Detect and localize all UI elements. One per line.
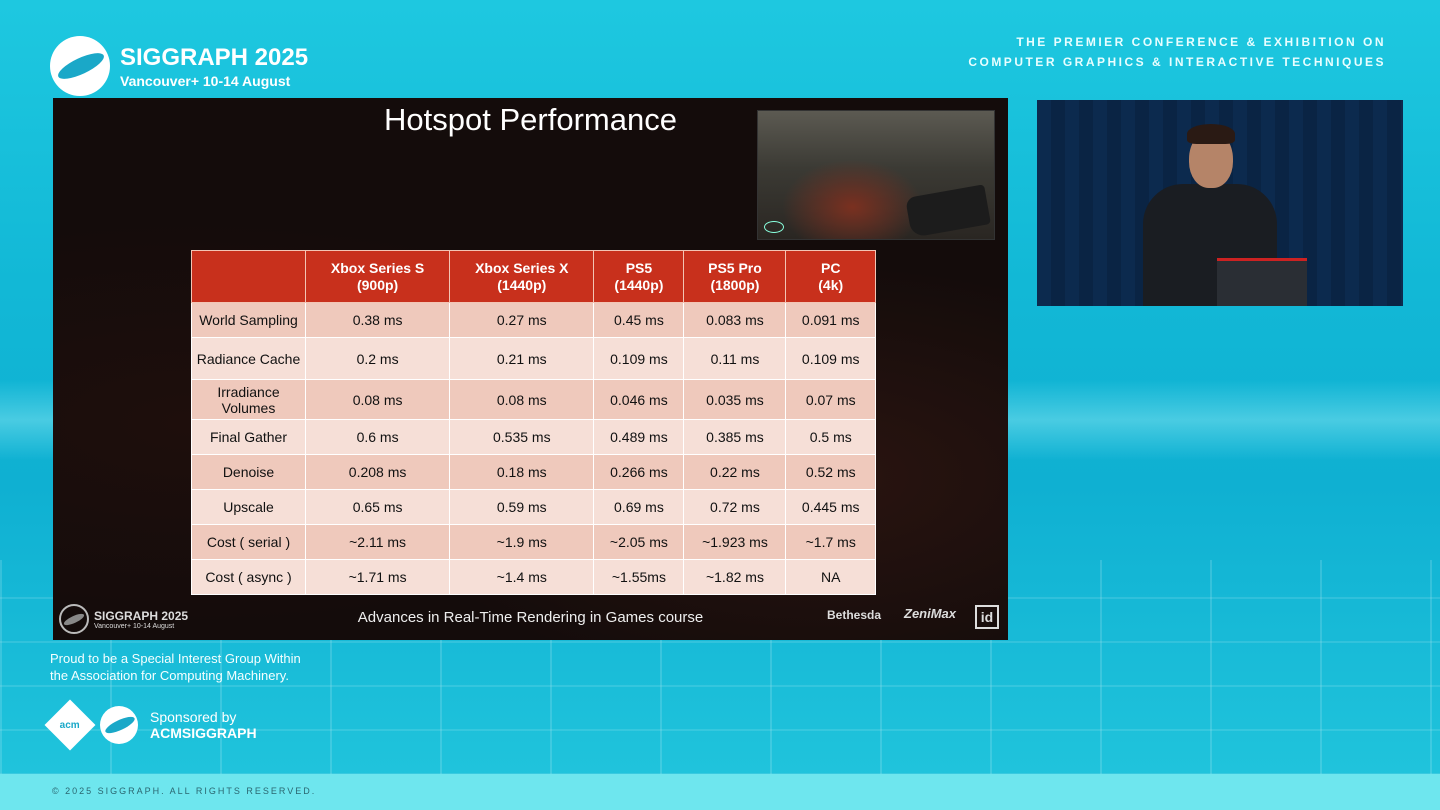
table-cell: 0.08 ms bbox=[449, 379, 595, 420]
table-row: World Sampling 0.38 ms 0.27 ms 0.45 ms 0.083… bbox=[191, 302, 876, 338]
conference-tagline: THE PREMIER CONFERENCE & EXHIBITION ON C… bbox=[968, 32, 1386, 72]
table-row: Radiance Cache 0.2 ms 0.21 ms 0.109 ms 0.11 … bbox=[191, 337, 876, 380]
row-label: Final Gather bbox=[191, 419, 306, 455]
table-cell: 0.72 ms bbox=[683, 489, 787, 525]
acm-statement: Proud to be a Special Interest Group Wit… bbox=[50, 650, 301, 684]
table-row: Upscale 0.65 ms 0.59 ms 0.69 ms 0.72 ms 0.445… bbox=[191, 489, 876, 525]
tagline-line2: COMPUTER GRAPHICS & INTERACTIVE TECHNIQU… bbox=[968, 55, 1386, 69]
table-row: Irradiance Volumes 0.08 ms 0.08 ms 0.046 ms… bbox=[191, 379, 876, 420]
table-cell: 0.489 ms bbox=[593, 419, 685, 455]
siggraph-icon bbox=[50, 36, 110, 96]
table-cell: 0.52 ms bbox=[785, 454, 876, 490]
sponsor-block: acm Sponsored by ACMSIGGRAPH bbox=[44, 699, 257, 751]
table-cell: 0.6 ms bbox=[304, 419, 451, 455]
table-cell: 0.5 ms bbox=[785, 419, 876, 455]
speaker-video bbox=[1037, 100, 1403, 306]
id-software-logo: id bbox=[975, 605, 999, 629]
table-cell: 0.38 ms bbox=[304, 302, 451, 338]
table-cell: ~1.7 ms bbox=[785, 524, 876, 560]
table-cell: 0.046 ms bbox=[593, 379, 685, 420]
siggraph-logo: SIGGRAPH 2025 Vancouver+ 10-14 August bbox=[50, 36, 308, 96]
table-cell: 0.208 ms bbox=[304, 454, 451, 490]
proud-line2: the Association for Computing Machinery. bbox=[50, 668, 289, 683]
table-cell: 0.22 ms bbox=[683, 454, 787, 490]
performance-table: Xbox Series S (900p) Xbox Series X (1440p)… bbox=[191, 250, 876, 595]
table-cell: ~2.05 ms bbox=[593, 524, 685, 560]
table-cell: 0.035 ms bbox=[683, 379, 787, 420]
speaker-hair bbox=[1187, 124, 1235, 144]
table-cell: 0.65 ms bbox=[304, 489, 451, 525]
table-cell: ~1.9 ms bbox=[449, 524, 595, 560]
table-cell: ~2.11 ms bbox=[304, 524, 451, 560]
footer-bar bbox=[0, 774, 1440, 810]
row-label: Cost ( async ) bbox=[191, 559, 306, 595]
table-cell: ~1.55ms bbox=[593, 559, 685, 595]
hud-icon bbox=[764, 221, 784, 233]
table-cell: 0.109 ms bbox=[593, 337, 685, 380]
row-label: Cost ( serial ) bbox=[191, 524, 306, 560]
table-cell: 0.11 ms bbox=[683, 337, 787, 380]
slide-footer-logo: SIGGRAPH 2025 Vancouver+ 10-14 August bbox=[59, 604, 188, 634]
column-header: Xbox Series X (1440p) bbox=[449, 250, 595, 303]
row-label: World Sampling bbox=[191, 302, 306, 338]
table-cell: ~1.71 ms bbox=[304, 559, 451, 595]
table-cell: 0.083 ms bbox=[683, 302, 787, 338]
course-name: Advances in Real-Time Rendering in Games… bbox=[357, 609, 704, 626]
bethesda-logo: Bethesda bbox=[827, 608, 882, 622]
row-label: Upscale bbox=[191, 489, 306, 525]
table-cell: ~1.4 ms bbox=[449, 559, 595, 595]
table-row: Cost ( serial ) ~2.11 ms ~1.9 ms ~2.05 ms ~1… bbox=[191, 524, 876, 560]
sponsor-name: ACMSIGGRAPH bbox=[150, 725, 257, 741]
slide-title: Hotspot Performance bbox=[384, 102, 677, 137]
table-cell: 0.385 ms bbox=[683, 419, 787, 455]
acm-icon: acm bbox=[44, 699, 96, 751]
table-cell: 0.45 ms bbox=[593, 302, 685, 338]
table-cell: 0.08 ms bbox=[304, 379, 451, 420]
column-header: PC (4k) bbox=[785, 250, 876, 303]
sponsored-by-label: Sponsored by bbox=[150, 709, 237, 725]
footer-logo-subtitle: Vancouver+ 10-14 August bbox=[94, 622, 175, 630]
column-header: PS5 (1440p) bbox=[593, 250, 685, 303]
copyright: © 2025 SIGGRAPH. ALL RIGHTS RESERVED. bbox=[52, 786, 317, 796]
table-cell: 0.266 ms bbox=[593, 454, 685, 490]
table-cell: NA bbox=[785, 559, 876, 595]
table-cell: 0.445 ms bbox=[785, 489, 876, 525]
siggraph-icon bbox=[59, 604, 89, 634]
table-cell: 0.07 ms bbox=[785, 379, 876, 420]
footer-logo-title: SIGGRAPH 2025 bbox=[94, 608, 189, 623]
table-cell: 0.091 ms bbox=[785, 302, 876, 338]
table-cell: 0.2 ms bbox=[304, 337, 451, 380]
siggraph-icon bbox=[100, 706, 138, 744]
table-cell: 0.69 ms bbox=[593, 489, 685, 525]
table-cell: ~1.82 ms bbox=[683, 559, 787, 595]
table-row: Cost ( async ) ~1.71 ms ~1.4 ms ~1.55ms ~1.8… bbox=[191, 559, 876, 595]
zenimax-logo: ZeniMax bbox=[904, 606, 957, 621]
row-label: Radiance Cache bbox=[191, 337, 306, 380]
table-cell: 0.59 ms bbox=[449, 489, 595, 525]
row-label: Denoise bbox=[191, 454, 306, 490]
logo-title: SIGGRAPH 2025 bbox=[120, 43, 309, 71]
table-corner bbox=[191, 250, 306, 303]
weapon-shape bbox=[905, 184, 991, 238]
tagline-line1: THE PREMIER CONFERENCE & EXHIBITION ON bbox=[1016, 35, 1386, 49]
table-row: Denoise 0.208 ms 0.18 ms 0.266 ms 0.22 ms 0.5… bbox=[191, 454, 876, 490]
table-cell: 0.535 ms bbox=[449, 419, 595, 455]
logo-subtitle: Vancouver+ 10-14 August bbox=[120, 72, 291, 89]
table-header-row: Xbox Series S (900p) Xbox Series X (1440p)… bbox=[191, 250, 876, 303]
table-cell: 0.18 ms bbox=[449, 454, 595, 490]
table-cell: ~1.923 ms bbox=[683, 524, 787, 560]
table-cell: 0.21 ms bbox=[449, 337, 595, 380]
column-header: Xbox Series S (900p) bbox=[304, 250, 451, 303]
table-cell: 0.109 ms bbox=[785, 337, 876, 380]
row-label: Irradiance Volumes bbox=[191, 379, 306, 420]
presentation-slide: Hotspot Performance Xbox Series S (900p) … bbox=[53, 98, 1008, 640]
game-screenshot bbox=[757, 110, 995, 240]
column-header: PS5 Pro (1800p) bbox=[683, 250, 787, 303]
proud-line1: Proud to be a Special Interest Group Wit… bbox=[50, 651, 301, 666]
table-cell: 0.27 ms bbox=[449, 302, 595, 338]
table-row: Final Gather 0.6 ms 0.535 ms 0.489 ms 0.385 … bbox=[191, 419, 876, 455]
podium bbox=[1217, 258, 1307, 306]
